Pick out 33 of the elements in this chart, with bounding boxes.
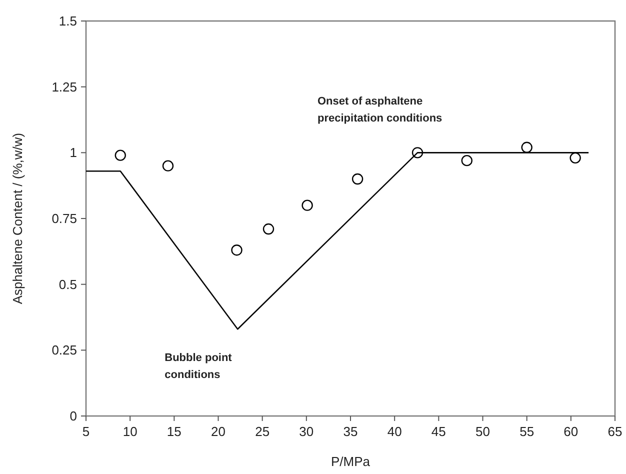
point xyxy=(352,173,364,185)
y-axis-title: Asphaltene Content / (%,w/w) xyxy=(10,132,25,304)
y-tick-label: 1 xyxy=(70,145,77,160)
x-tick-label: 45 xyxy=(431,424,446,439)
y-tick-label: 1.5 xyxy=(58,14,77,28)
x-tick-label: 30 xyxy=(299,424,314,439)
x-tick-label: 5 xyxy=(82,424,90,439)
y-tick-label: 0.5 xyxy=(58,276,77,292)
y-tick-label: 0.25 xyxy=(52,342,77,358)
y-tick-label: 0.75 xyxy=(52,211,77,226)
annotation: Onset of asphaltene precipitation conditions xyxy=(318,96,442,125)
x-tick-label: 50 xyxy=(476,424,490,439)
x-tick-label: 20 xyxy=(211,424,226,439)
point xyxy=(231,244,242,256)
x-tick-label: 40 xyxy=(387,424,402,439)
y-tick-label: 1.25 xyxy=(52,79,77,94)
annotation: Bubble point conditions xyxy=(164,352,232,382)
x-tick-label: 65 xyxy=(608,424,622,439)
point xyxy=(302,200,313,211)
point xyxy=(521,142,532,153)
x-tick-label: 15 xyxy=(166,424,182,439)
point xyxy=(162,160,174,172)
point xyxy=(461,154,472,166)
y-tick-label: 0 xyxy=(70,408,77,424)
point xyxy=(114,150,126,161)
x-tick-label: 35 xyxy=(343,424,358,439)
x-tick-label: 10 xyxy=(122,424,138,439)
point xyxy=(570,152,581,164)
x-tick-label: 55 xyxy=(520,424,534,439)
x-tick-label: 25 xyxy=(255,424,270,439)
point xyxy=(262,223,274,235)
x-axis-title: P/MPa xyxy=(330,454,371,469)
x-tick-label: 60 xyxy=(564,424,578,439)
